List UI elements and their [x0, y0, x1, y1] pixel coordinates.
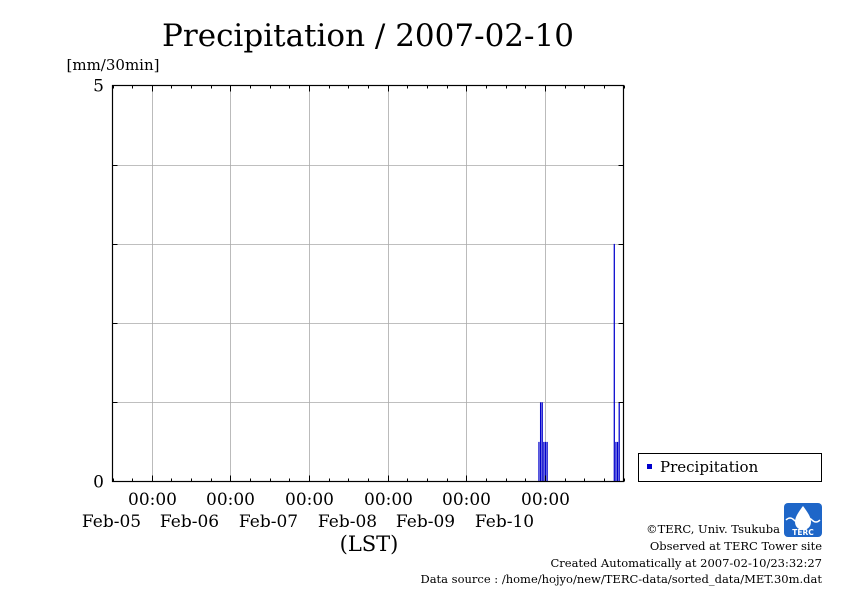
precipitation-bar	[615, 441, 617, 482]
x-tick-label-time: 00:00	[206, 490, 255, 510]
terc-logo: TERC	[784, 503, 822, 537]
plot-frame	[111, 84, 625, 483]
precipitation-bar	[613, 243, 615, 482]
precipitation-bar	[538, 441, 540, 482]
data-source-text: Data source : /home/hojyo/new/TERC-data/…	[420, 572, 822, 586]
observed-site-text: Observed at TERC Tower site	[650, 539, 822, 553]
x-tick-label-date: Feb-08	[318, 512, 377, 532]
created-timestamp-text: Created Automatically at 2007-02-10/23:3…	[551, 556, 823, 570]
precipitation-bar	[544, 441, 547, 482]
axis-ticks	[112, 85, 625, 482]
precipitation-bar	[616, 441, 619, 482]
y-tick-label: 0	[93, 473, 104, 493]
logo-text: TERC	[792, 528, 814, 537]
precipitation-bar	[546, 441, 548, 482]
wave-icon	[803, 517, 821, 523]
x-tick-label-date: Feb-06	[160, 512, 219, 532]
grid-lines	[112, 85, 624, 482]
precipitation-bar	[543, 441, 545, 482]
copyright-text: ©TERC, Univ. Tsukuba	[646, 522, 780, 536]
droplet-icon	[795, 506, 811, 530]
y-axis-unit-label: [mm/30min]	[67, 56, 160, 74]
x-tick-label-date: Feb-09	[396, 512, 455, 532]
x-tick-label-date: Feb-10	[475, 512, 534, 532]
x-tick-label-time: 00:00	[442, 490, 491, 510]
x-tick-label-time: 00:00	[285, 490, 334, 510]
precipitation-bar	[541, 402, 543, 482]
x-tick-label-time: 00:00	[364, 490, 413, 510]
legend: Precipitation	[638, 453, 822, 482]
legend-box	[638, 453, 822, 482]
x-tick-label-time: 00:00	[128, 490, 177, 510]
precipitation-bar	[539, 402, 542, 482]
x-tick-label-date: Feb-05	[82, 512, 141, 532]
tick-labels: 00:00Feb-0500:00Feb-0600:00Feb-0700:00Fe…	[82, 77, 570, 533]
chart-title: Precipitation / 2007-02-10	[162, 18, 574, 54]
wave-icon	[785, 517, 803, 523]
x-axis-label: (LST)	[340, 532, 399, 556]
x-tick-label-time: 00:00	[521, 490, 570, 510]
legend-entry: Precipitation	[660, 458, 759, 476]
precipitation-bar	[618, 402, 620, 482]
legend-swatch	[647, 464, 652, 469]
y-tick-label: 5	[93, 77, 104, 97]
precipitation-bars	[538, 243, 620, 482]
x-tick-label-date: Feb-07	[239, 512, 298, 532]
